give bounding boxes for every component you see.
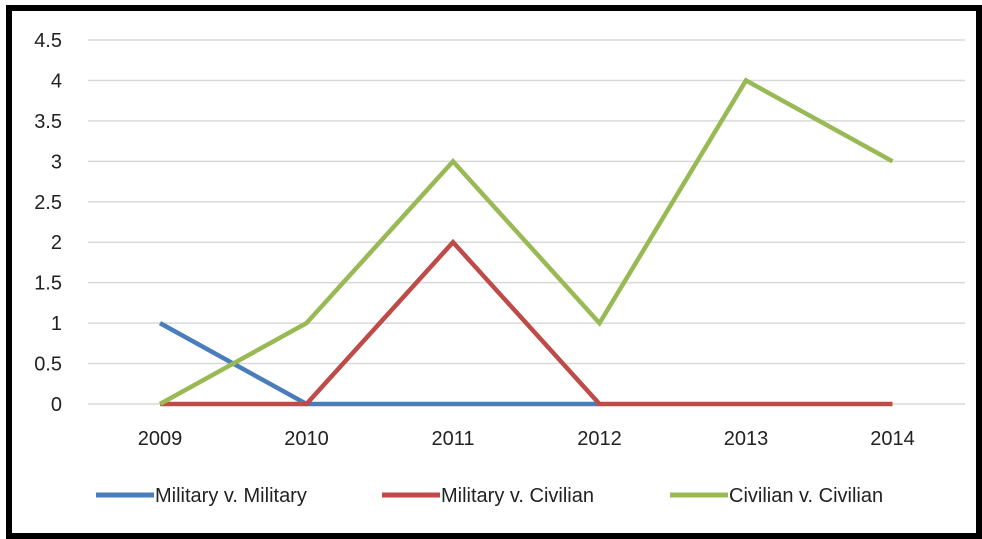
x-tick-label: 2010: [284, 428, 329, 450]
legend-label: Military v. Military: [155, 485, 307, 507]
legend-label: Military v. Civilian: [441, 485, 594, 507]
series-lines: [158, 77, 894, 407]
y-tick-label: 3: [51, 151, 62, 173]
x-tick-label: 2012: [577, 428, 622, 450]
x-tick-label: 2013: [724, 428, 769, 450]
y-tick-label: 0: [51, 394, 62, 416]
x-axis-ticks: 2009 2010 2011 2012 2013 2014: [138, 428, 915, 450]
y-tick-label: 1.5: [34, 273, 62, 295]
y-tick-label: 1: [51, 313, 62, 335]
x-tick-label: 2009: [138, 428, 183, 450]
chart-frame: [6, 5, 982, 539]
y-axis-ticks: 0 0.5 1 1.5 2 2.5 3 3.5 4 4.5: [34, 30, 62, 416]
y-tick-label: 3.5: [34, 111, 62, 133]
y-tick-label: 4.5: [34, 30, 62, 52]
legend: Military v. Military Military v. Civilian…: [96, 485, 883, 507]
series-line-2: [160, 238, 893, 407]
legend-label: Civilian v. Civilian: [729, 485, 883, 507]
y-tick-label: 2.5: [34, 192, 62, 214]
y-tick-label: 4: [51, 70, 62, 92]
x-tick-label: 2011: [431, 428, 474, 450]
y-tick-label: 0.5: [34, 354, 62, 376]
x-tick-label: 2014: [870, 428, 915, 450]
series-line-3: [158, 77, 894, 406]
y-tick-label: 2: [51, 232, 62, 254]
gridlines: [88, 39, 965, 405]
